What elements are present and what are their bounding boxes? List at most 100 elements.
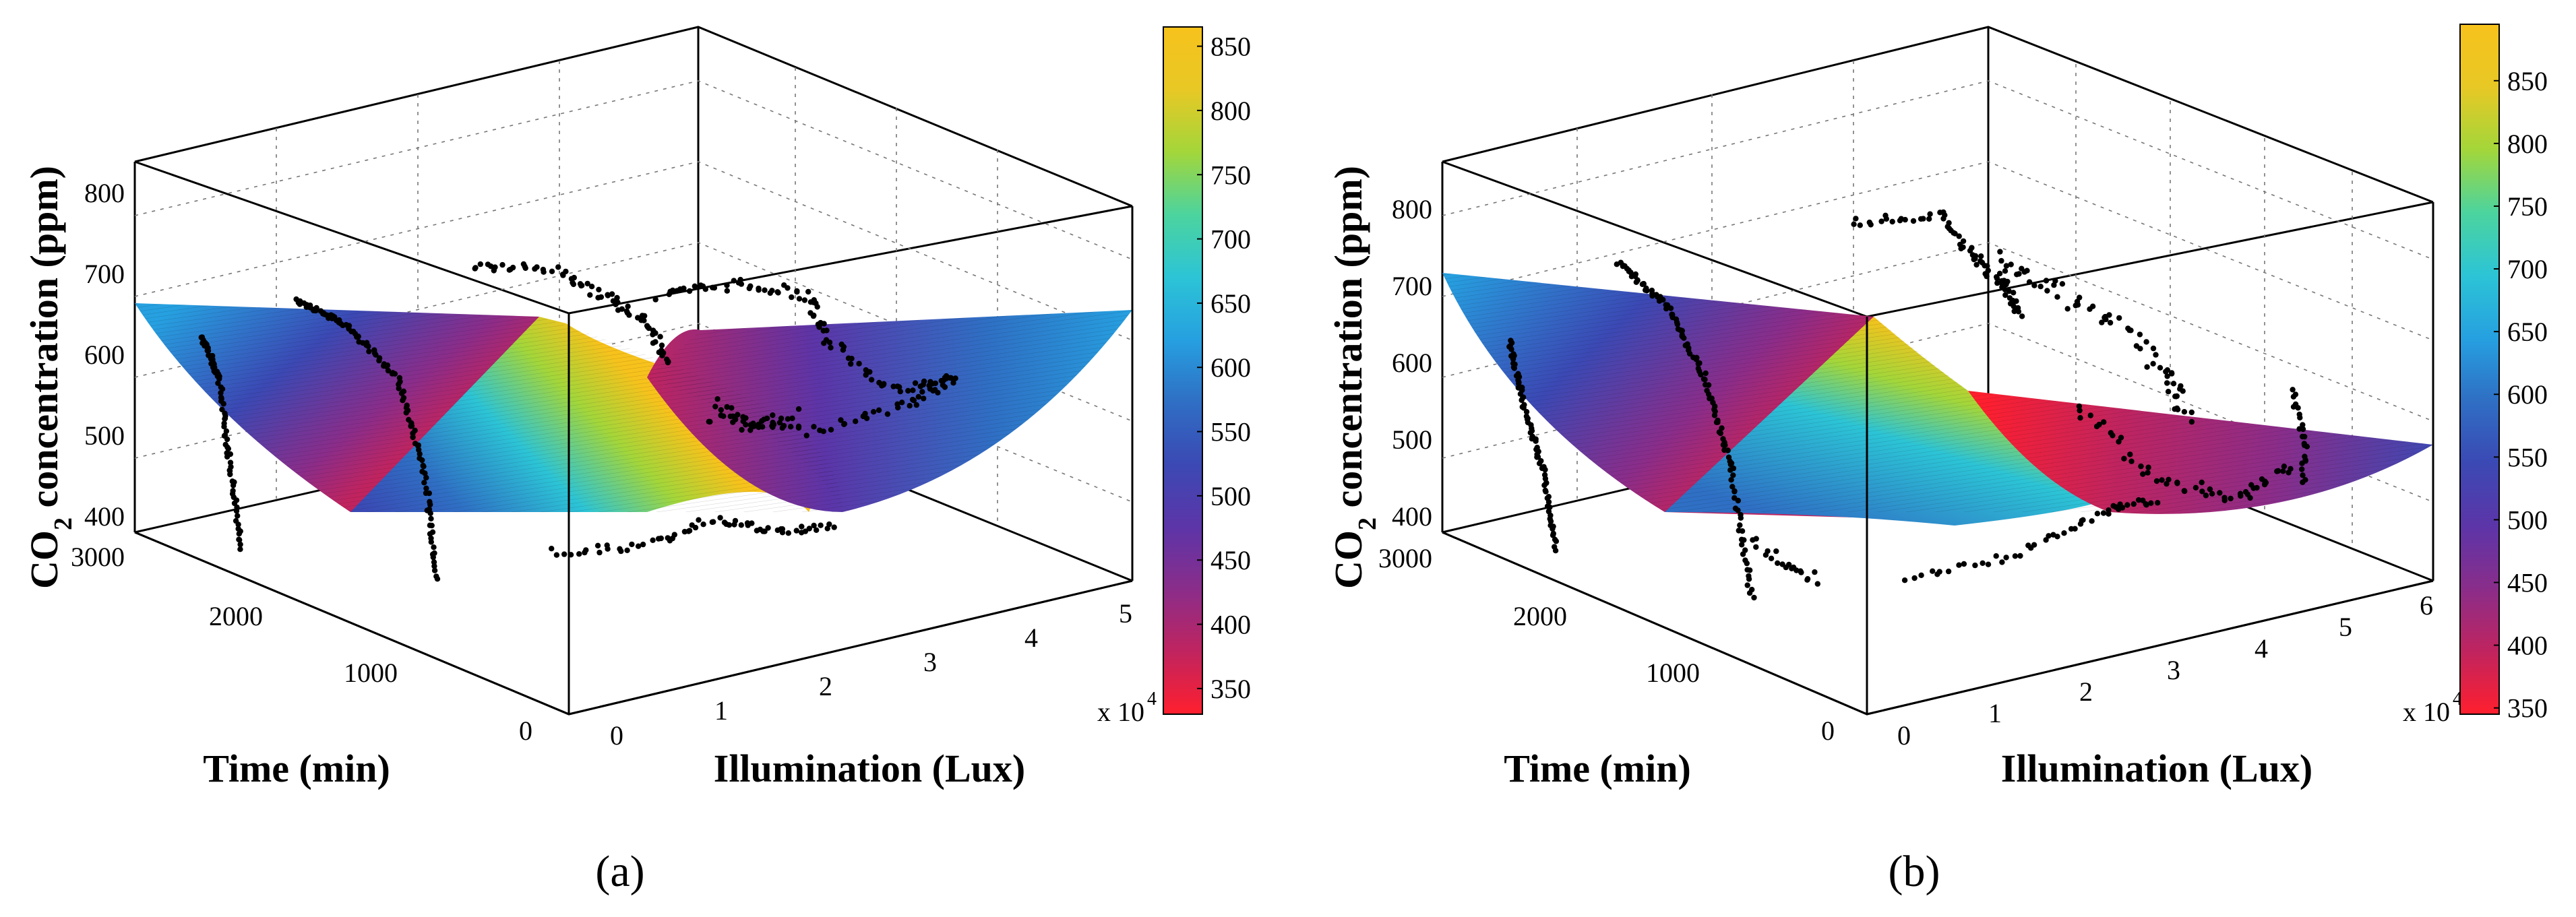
measured-point bbox=[2110, 503, 2116, 509]
measured-point bbox=[588, 284, 595, 290]
x-tick: 2000 bbox=[209, 601, 263, 631]
measured-point bbox=[686, 288, 693, 294]
measured-point bbox=[1946, 220, 1952, 226]
measured-point bbox=[235, 513, 241, 519]
measured-point bbox=[2077, 294, 2083, 301]
measured-point bbox=[2019, 265, 2025, 272]
measured-point bbox=[785, 285, 791, 291]
z-tick: 800 bbox=[1392, 194, 1432, 224]
measured-point bbox=[2209, 491, 2215, 497]
measured-point bbox=[400, 398, 406, 404]
measured-point bbox=[222, 416, 228, 422]
measured-point bbox=[2089, 518, 2095, 524]
measured-point bbox=[2274, 468, 2280, 474]
measured-point bbox=[230, 482, 237, 488]
measured-point bbox=[739, 426, 745, 433]
measured-point bbox=[1857, 222, 1863, 228]
measured-point bbox=[594, 542, 601, 548]
measured-point bbox=[1674, 321, 1680, 327]
measured-point bbox=[1550, 532, 1556, 538]
measured-point bbox=[2174, 393, 2180, 400]
measured-point bbox=[919, 389, 925, 395]
measured-point bbox=[735, 412, 741, 418]
measured-point bbox=[2217, 490, 2223, 496]
measured-point bbox=[410, 431, 416, 437]
panel-b-chart: 400 500 600 700 800 0 1000 2000 3000 0 1… bbox=[1326, 24, 2548, 896]
measured-point bbox=[2080, 517, 2086, 523]
colorbar-tick-label: 600 bbox=[2507, 379, 2548, 410]
measured-point bbox=[2077, 408, 2083, 414]
x-tick: 0 bbox=[1821, 716, 1835, 746]
measured-point bbox=[828, 426, 834, 433]
measured-point bbox=[1737, 522, 1743, 528]
panel-b-x-label: Time (min) bbox=[1504, 747, 1691, 790]
measured-point bbox=[1717, 430, 1723, 437]
measured-point bbox=[2099, 319, 2105, 325]
panel-b-front-frame bbox=[1442, 202, 2434, 716]
measured-point bbox=[811, 522, 817, 529]
measured-point bbox=[2300, 479, 2306, 485]
measured-point bbox=[1508, 346, 1514, 352]
measured-point bbox=[749, 520, 755, 526]
measured-point bbox=[598, 294, 605, 301]
measured-point bbox=[576, 551, 582, 557]
measured-point bbox=[1945, 568, 1952, 575]
measured-point bbox=[2100, 510, 2107, 516]
y-tick: 5 bbox=[2339, 612, 2352, 642]
measured-point bbox=[2304, 443, 2310, 449]
measured-point bbox=[587, 292, 593, 298]
measured-point bbox=[2116, 439, 2122, 445]
measured-point bbox=[532, 265, 538, 272]
measured-point bbox=[717, 515, 723, 521]
measured-point bbox=[1720, 442, 1727, 448]
measured-point bbox=[737, 276, 743, 283]
measured-point bbox=[1711, 412, 1718, 418]
panel-a-surface bbox=[135, 303, 1132, 512]
measured-point bbox=[227, 460, 234, 466]
measured-point bbox=[1775, 560, 1781, 566]
measured-point bbox=[805, 288, 811, 295]
measured-point bbox=[1702, 377, 1708, 383]
measured-point bbox=[692, 283, 698, 289]
measured-point bbox=[657, 334, 663, 340]
measured-point bbox=[814, 527, 820, 533]
measured-point bbox=[2181, 488, 2187, 494]
measured-point bbox=[1553, 538, 1560, 544]
measured-point bbox=[2011, 308, 2017, 315]
measured-point bbox=[724, 282, 730, 288]
measured-point bbox=[215, 380, 221, 386]
panel-b-z-label: CO2 concentration (ppm) bbox=[1326, 166, 1382, 589]
measured-point bbox=[2119, 505, 2126, 511]
measured-point bbox=[584, 280, 590, 287]
panel-a-label: (a) bbox=[595, 847, 644, 896]
measured-point bbox=[849, 356, 855, 362]
measured-point bbox=[1744, 560, 1750, 567]
measured-point bbox=[2143, 339, 2149, 345]
measured-point bbox=[1936, 569, 1942, 575]
measured-point bbox=[313, 305, 319, 311]
measured-point bbox=[1667, 305, 1674, 311]
y-multiplier-base: x 10 bbox=[2403, 697, 2450, 727]
colorbar-tick-label: 500 bbox=[2507, 505, 2548, 535]
measured-point bbox=[1812, 569, 1818, 575]
measured-point bbox=[1626, 268, 1632, 274]
measured-point bbox=[1967, 247, 1973, 254]
measured-point bbox=[555, 264, 561, 270]
measured-point bbox=[921, 378, 927, 385]
measured-point bbox=[1750, 537, 1756, 543]
measured-point bbox=[714, 396, 720, 402]
measured-point bbox=[1681, 335, 1687, 341]
measured-point bbox=[624, 547, 630, 553]
measured-point bbox=[730, 419, 736, 425]
measured-point bbox=[1644, 288, 1650, 294]
measured-point bbox=[2096, 421, 2102, 428]
measured-point bbox=[1705, 391, 1712, 398]
measured-point bbox=[718, 407, 725, 413]
panel-a-chart: 400 500 600 700 800 0 1000 2000 3000 0 1… bbox=[22, 26, 1251, 896]
measured-point bbox=[671, 532, 677, 538]
colorbar-tick-label: 500 bbox=[1210, 481, 1251, 511]
panel-b-label: (b) bbox=[1889, 847, 1940, 896]
measured-point bbox=[681, 285, 687, 292]
measured-point bbox=[2138, 463, 2144, 470]
measured-point bbox=[2128, 327, 2134, 334]
